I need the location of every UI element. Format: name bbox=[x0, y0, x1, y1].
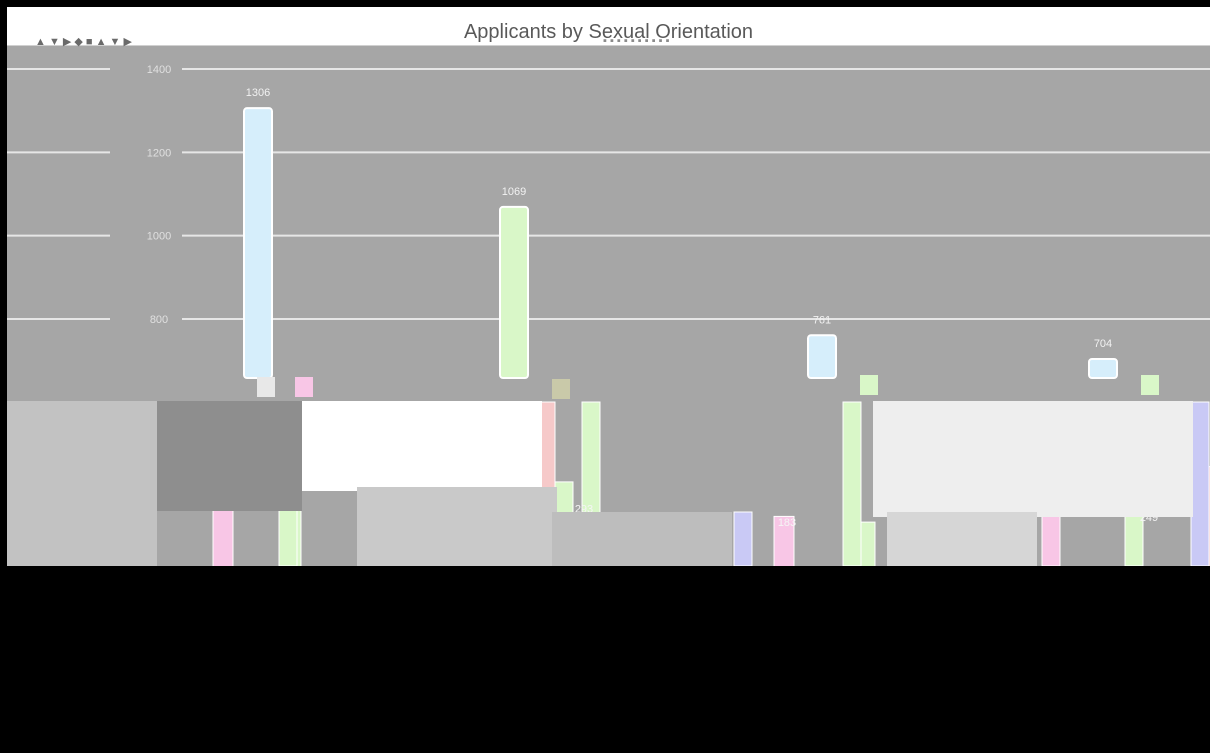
legend-swatch bbox=[1141, 375, 1159, 395]
gridlines bbox=[7, 68, 1210, 320]
bar bbox=[1088, 358, 1118, 379]
glitch-block-mid bbox=[357, 487, 557, 566]
bar bbox=[243, 107, 273, 380]
legend-swatch bbox=[552, 379, 570, 399]
bar-value-label: 1306 bbox=[246, 87, 270, 99]
top-strip: ▲ ▼ ▶ ◆ ■ ▲ ▼ ▶ ▪ ▪ ▪ ▪ ▪ ▪ ▪ ▪ ▪ ▪ bbox=[7, 7, 1210, 48]
bar bbox=[499, 205, 529, 379]
chart-title: Applicants by Sexual Orientation bbox=[463, 21, 754, 43]
glitch-block-lower bbox=[887, 512, 1037, 566]
bar-fragment bbox=[733, 511, 753, 566]
legend-swatch bbox=[257, 377, 275, 397]
glitch-block-gray bbox=[552, 512, 732, 566]
glitch-block-left bbox=[7, 401, 157, 566]
bar-value-label: 761 bbox=[813, 314, 831, 326]
glitch-block-white bbox=[302, 401, 542, 491]
y-tick-labels: 800 1000 1200 1400 bbox=[147, 64, 171, 326]
menu-strip: ▲ ▼ ▶ ◆ ■ ▲ ▼ ▶ bbox=[35, 36, 132, 48]
y-tick-label: 1200 bbox=[147, 147, 171, 159]
bar-fragment bbox=[1041, 511, 1061, 566]
legend-swatch bbox=[295, 377, 313, 397]
strip-info: ▪ ▪ ▪ ▪ ▪ ▪ ▪ ▪ ▪ ▪ bbox=[603, 35, 670, 47]
bar-value-label: 1069 bbox=[502, 186, 526, 198]
y-tick-label: 1400 bbox=[147, 64, 171, 76]
bar-value-label: 704 bbox=[1094, 338, 1112, 350]
bar-fragment bbox=[842, 401, 862, 566]
bar bbox=[212, 507, 234, 566]
bar-fragment bbox=[1190, 401, 1210, 566]
glitch-block-dark bbox=[157, 401, 302, 511]
bar bbox=[807, 334, 837, 379]
chart-panel: ▲ ▼ ▶ ◆ ■ ▲ ▼ ▶ ▪ ▪ ▪ ▪ ▪ ▪ ▪ ▪ ▪ ▪ Appl… bbox=[7, 7, 1210, 566]
bar-value-label: 183 bbox=[778, 517, 796, 529]
y-tick-label: 1000 bbox=[147, 231, 171, 243]
bar bbox=[773, 515, 795, 566]
legend-swatch bbox=[860, 375, 878, 395]
y-tick-label: 800 bbox=[150, 314, 168, 326]
glitch-block-right bbox=[873, 401, 1193, 517]
